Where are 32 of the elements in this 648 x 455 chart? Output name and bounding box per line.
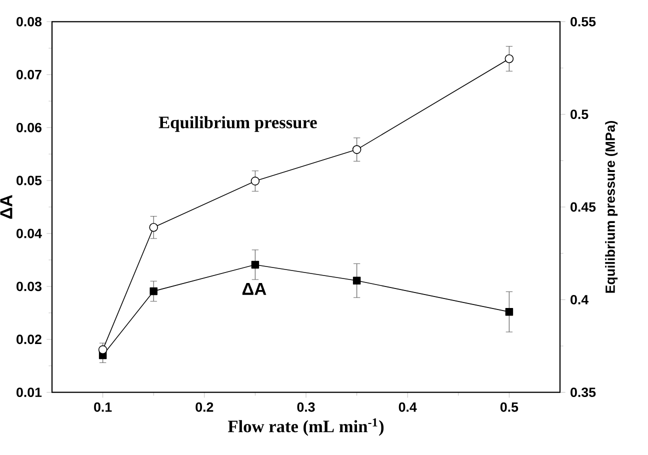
point — [150, 287, 158, 296]
point — [352, 145, 362, 154]
series-label: ΔA — [242, 282, 266, 295]
series-label: Equilibrium pressure — [158, 116, 317, 132]
y2-tick-label: 0.55 — [570, 16, 596, 26]
y2-tick-label: 0.4 — [570, 294, 589, 304]
y-tick-label: 0.01 — [16, 388, 42, 398]
y2-tick-label: 0.35 — [570, 388, 596, 398]
point — [352, 276, 361, 284]
x-tick-label: 0.3 — [297, 402, 315, 412]
y-tick-label: 0.04 — [16, 228, 42, 238]
y2-tick-label: 0.45 — [570, 202, 596, 212]
x-tick-label: 0.4 — [398, 402, 417, 412]
point — [504, 54, 514, 64]
point — [98, 345, 108, 354]
point — [250, 176, 260, 186]
y2-tick-label: 0.5 — [570, 110, 588, 120]
y-tick-label: 0.07 — [16, 70, 42, 80]
x-axis-title: Flow rate (mL min$^{-1}$) — [228, 418, 384, 436]
x-tick-label: 0.2 — [196, 402, 214, 412]
point — [149, 222, 158, 232]
y-axis-title: ΔA — [0, 194, 12, 219]
point — [505, 308, 514, 316]
y-tick-label: 0.02 — [16, 334, 42, 344]
y-tick-label: 0.03 — [16, 282, 42, 292]
y2-axis-title: Equilibrium pressure (MPa) — [605, 120, 618, 293]
x-tick-label: 0.5 — [500, 402, 518, 412]
y-tick-label: 0.08 — [16, 16, 42, 26]
y-tick-label: 0.06 — [16, 122, 42, 132]
y-tick-label: 0.05 — [16, 176, 42, 186]
x-tick-label: 0.1 — [94, 402, 112, 412]
point — [251, 260, 260, 269]
